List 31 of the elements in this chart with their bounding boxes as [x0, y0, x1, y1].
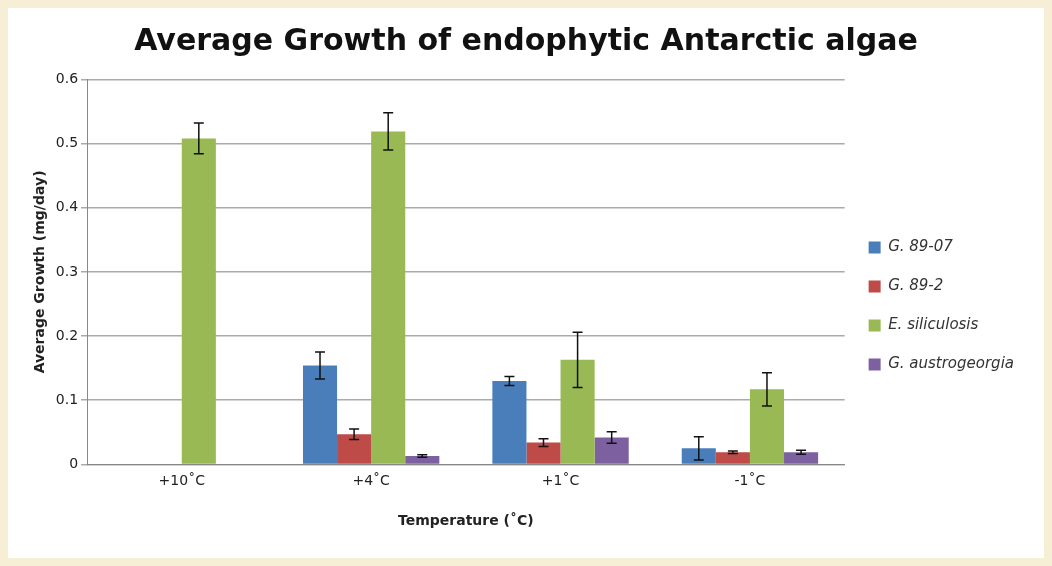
bar: [371, 131, 406, 464]
bar: [681, 448, 716, 464]
y-tick-label: 0: [69, 455, 79, 472]
legend-label: G. austrogeorgia: [888, 354, 1014, 373]
bar: [181, 138, 216, 464]
chart-title: Average Growth of endophytic Antarctic algae: [133, 22, 919, 57]
bar: [405, 456, 440, 464]
x-tick-label: -1˚C: [734, 472, 766, 489]
y-axis-title: Average Growth (mg/day): [31, 170, 48, 374]
bar: [560, 359, 595, 464]
bar: [492, 380, 527, 464]
bar: [337, 434, 372, 464]
bar: [526, 442, 561, 464]
legend-label: G. 89-07: [888, 237, 954, 256]
y-tick-label: 0.3: [55, 262, 79, 279]
bar: [749, 389, 785, 464]
legend-label: E. siliculosis: [888, 315, 979, 334]
legend-label: G. 89-2: [888, 276, 944, 295]
y-tick-label: 0.4: [55, 198, 79, 215]
bar: [784, 452, 819, 464]
x-axis-title: Temperature (˚C): [398, 512, 534, 529]
bar: [302, 365, 338, 464]
y-tick-label: 0.6: [55, 70, 79, 87]
bar: [594, 437, 629, 464]
y-tick-label: 0.1: [55, 390, 79, 407]
x-tick-label: +10˚C: [158, 472, 206, 489]
x-tick-label: +1˚C: [541, 472, 580, 489]
y-tick-label: 0.2: [55, 326, 79, 343]
bar: [715, 452, 750, 464]
y-tick-label: 0.5: [55, 134, 79, 151]
x-tick-label: +4˚C: [352, 472, 391, 489]
